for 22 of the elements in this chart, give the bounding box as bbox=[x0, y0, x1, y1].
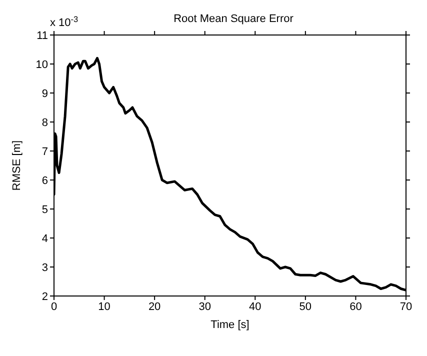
y-tick-label: 10 bbox=[36, 58, 48, 71]
x-tick-label: 10 bbox=[98, 300, 110, 313]
y-axis-title: RMSE [m] bbox=[10, 140, 23, 191]
x-tick-label: 0 bbox=[50, 300, 58, 313]
text: x 10$^{-3}$ bbox=[50, 14, 79, 29]
y-tick-label: 7 bbox=[42, 146, 48, 158]
x-tick-label: 30 bbox=[198, 300, 211, 313]
x-tick-label: 40 bbox=[249, 300, 262, 313]
x-tick-label: 20 bbox=[148, 300, 161, 313]
y-tick-label: 4 bbox=[42, 232, 48, 245]
y-tick-label: 11 bbox=[36, 30, 48, 42]
y-tick-label: 3 bbox=[42, 262, 48, 274]
x-tick-label: 50 bbox=[299, 300, 312, 313]
y-tick-label: 2 bbox=[42, 290, 48, 303]
x-tick-label: 60 bbox=[350, 300, 362, 313]
x-axis-title: Time [s] bbox=[210, 319, 250, 331]
x-tick-label: 70 bbox=[400, 300, 412, 313]
y-tick-label: 9 bbox=[42, 88, 48, 100]
chart-title: Root Mean Square Error bbox=[174, 13, 294, 25]
y-tick-label: 5 bbox=[42, 204, 48, 216]
y-tick-label: 8 bbox=[42, 116, 48, 129]
y-tick-label: 6 bbox=[42, 174, 48, 187]
